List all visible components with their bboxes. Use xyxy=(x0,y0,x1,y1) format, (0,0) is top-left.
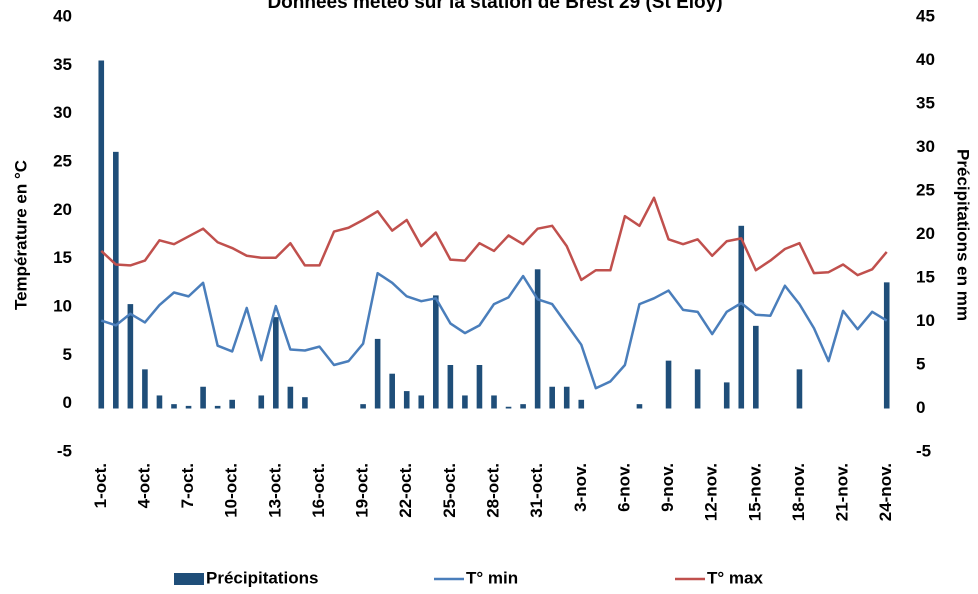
y-tick-label: 30 xyxy=(53,103,72,122)
x-tick-label: 3-nov. xyxy=(571,463,590,512)
legend-label: T° max xyxy=(707,568,763,587)
bar xyxy=(389,373,395,409)
y-tick-label: 15 xyxy=(53,248,72,267)
x-tick-label: 21-nov. xyxy=(833,463,852,521)
legend-label: T° min xyxy=(466,568,518,587)
bar xyxy=(200,386,206,409)
y-tick-label: 25 xyxy=(53,151,72,170)
y-tick-label: 10 xyxy=(53,296,72,315)
y2-tick-label: 30 xyxy=(916,137,935,156)
bar xyxy=(214,405,221,409)
y2-tick-label: 5 xyxy=(916,354,925,373)
bar xyxy=(578,399,585,409)
x-tick-label: 31-oct. xyxy=(527,463,546,518)
y2-tick-label: 15 xyxy=(916,267,935,286)
bar xyxy=(127,304,134,409)
bar xyxy=(287,386,294,409)
x-tick-label: 24-nov. xyxy=(876,463,895,521)
bar xyxy=(98,60,105,409)
x-tick-label: 6-nov. xyxy=(614,463,633,512)
y2-axis-label: Précipitations en mm xyxy=(954,149,973,321)
x-tick-label: 22-oct. xyxy=(396,463,415,518)
x-tick-label: 13-oct. xyxy=(265,463,284,518)
bar xyxy=(520,404,526,409)
bar xyxy=(185,405,192,409)
bar xyxy=(360,404,366,409)
bar xyxy=(113,151,119,409)
x-tick-label: 4-oct. xyxy=(134,463,153,508)
y2-tick-label: 35 xyxy=(916,93,935,112)
bar xyxy=(273,317,279,409)
line-series xyxy=(100,196,888,282)
x-tick-label: 28-oct. xyxy=(483,463,502,518)
bar xyxy=(723,382,730,409)
bar xyxy=(534,269,541,409)
y2-tick-label: 40 xyxy=(916,50,935,69)
chart-title: Données météo sur la station de Brest 29… xyxy=(267,0,722,13)
line-series xyxy=(100,271,888,390)
bar xyxy=(302,397,308,409)
y2-tick-label: 20 xyxy=(916,224,935,243)
legend-label: Précipitations xyxy=(206,568,318,587)
y-tick-label: 0 xyxy=(63,393,72,412)
y-tick-label: 5 xyxy=(63,345,72,364)
x-tick-label: 10-oct. xyxy=(222,463,241,518)
y2-tick-label: -5 xyxy=(916,441,931,460)
bar xyxy=(418,395,425,409)
bar xyxy=(476,365,483,409)
bar xyxy=(171,404,177,409)
bar xyxy=(883,282,890,409)
x-tick-label: 9-nov. xyxy=(658,463,677,512)
bar xyxy=(753,325,759,409)
bar xyxy=(491,395,497,409)
y2-tick-label: 10 xyxy=(916,311,935,330)
bar xyxy=(142,369,148,409)
bar xyxy=(636,404,643,409)
bar xyxy=(156,395,163,409)
bar xyxy=(374,338,381,409)
bar xyxy=(433,295,439,409)
bar xyxy=(505,406,512,409)
y-tick-label: -5 xyxy=(57,441,72,460)
x-tick-label: 25-oct. xyxy=(440,463,459,518)
y2-tick-label: 45 xyxy=(916,6,935,25)
y-axis-label: Température en °C xyxy=(11,160,30,310)
x-tick-label: 19-oct. xyxy=(353,463,372,518)
y2-tick-label: 25 xyxy=(916,180,935,199)
bar xyxy=(738,225,745,409)
x-tick-label: 1-oct. xyxy=(91,463,110,508)
x-tick-label: 7-oct. xyxy=(178,463,197,508)
x-tick-label: 15-nov. xyxy=(745,463,764,521)
y-tick-label: 35 xyxy=(53,55,72,74)
bar xyxy=(258,395,265,409)
bar xyxy=(229,399,235,409)
legend-swatch xyxy=(174,573,204,585)
y2-tick-label: 0 xyxy=(916,398,925,417)
x-tick-label: 18-nov. xyxy=(789,463,808,521)
x-tick-label: 16-oct. xyxy=(309,463,328,518)
y-tick-label: 40 xyxy=(53,6,72,25)
bar xyxy=(403,391,410,409)
bar xyxy=(447,365,454,409)
bar xyxy=(694,369,701,409)
bar xyxy=(665,360,672,409)
bar xyxy=(462,395,468,409)
bar xyxy=(549,386,555,409)
bar xyxy=(563,386,570,409)
bar xyxy=(796,369,803,409)
y-tick-label: 20 xyxy=(53,200,72,219)
x-tick-label: 12-nov. xyxy=(702,463,721,521)
